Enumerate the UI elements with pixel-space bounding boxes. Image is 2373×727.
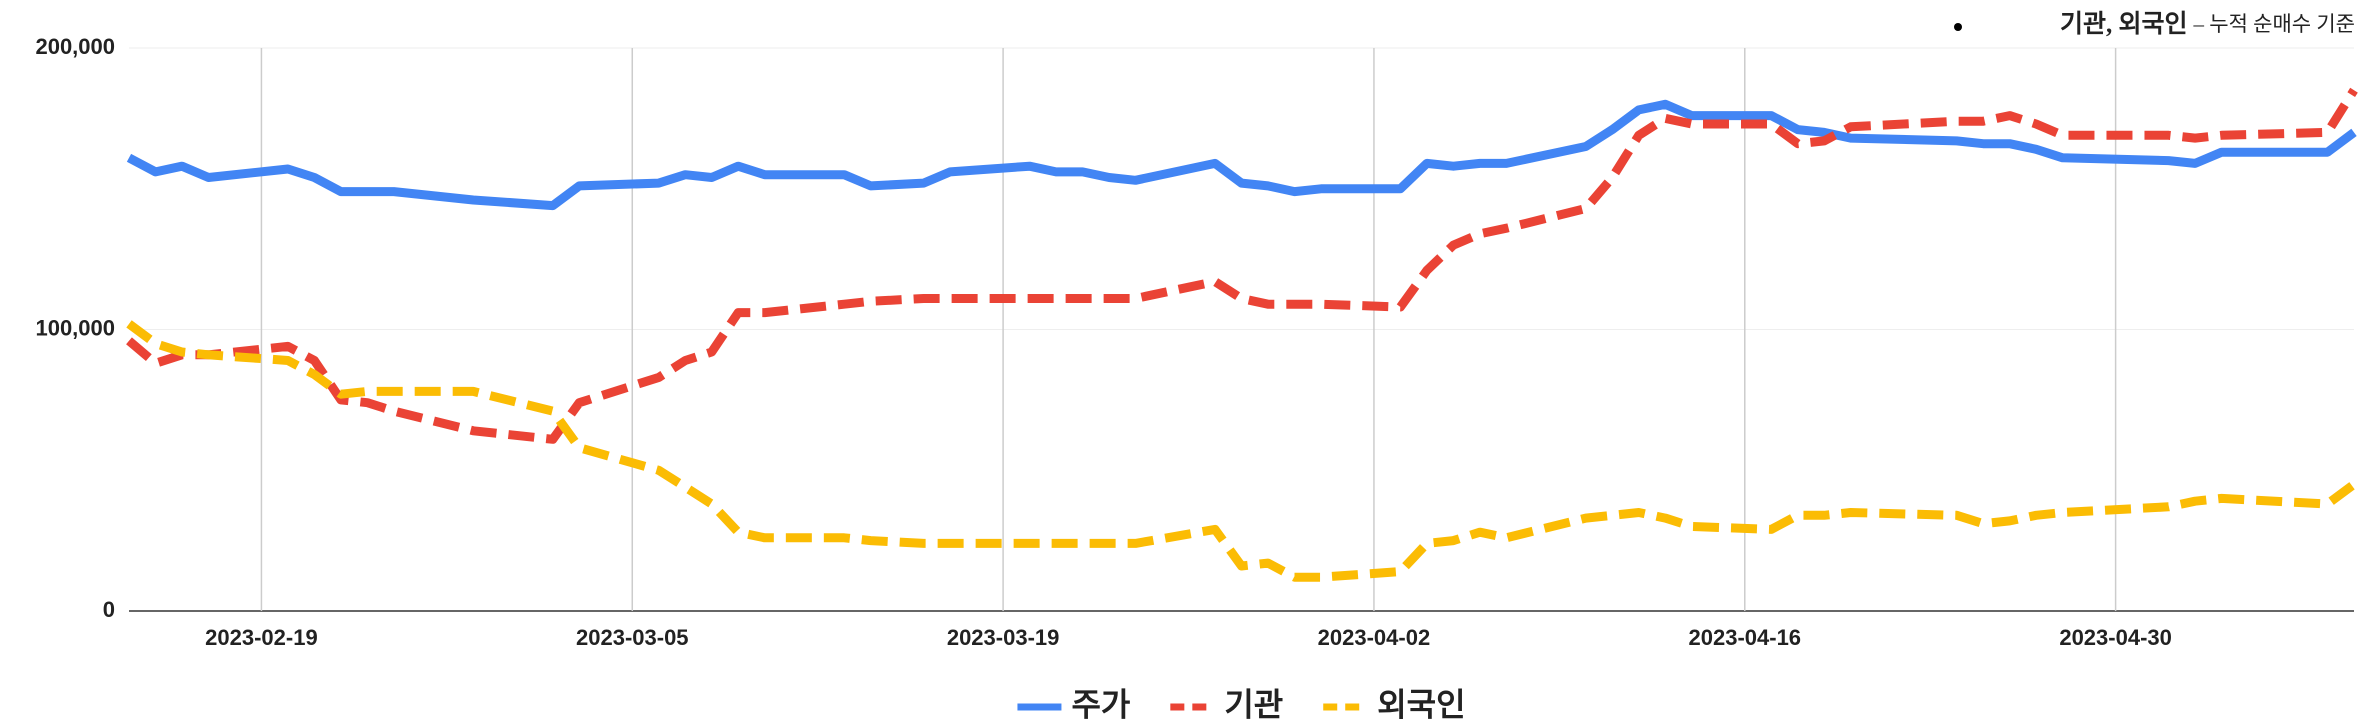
x-tick-label: 2023-04-16 bbox=[1689, 625, 1802, 650]
annotation: 기관, 외국인 – 누적 순매수 기준 bbox=[2060, 10, 2355, 38]
annotation-bold: 기관, 외국인 bbox=[2060, 10, 2188, 38]
series-line bbox=[126, 99, 2357, 211]
y-tick-label: 100,000 bbox=[35, 315, 115, 340]
legend-label: 주가 bbox=[1071, 686, 1130, 722]
series-line bbox=[126, 87, 2358, 444]
y-tick-label: 0 bbox=[103, 597, 115, 622]
annotation-text: – 누적 순매수 기준 bbox=[2193, 12, 2356, 36]
x-tick-label: 2023-04-02 bbox=[1318, 625, 1431, 650]
x-tick-label: 2023-03-19 bbox=[947, 625, 1060, 650]
y-tick-label: 200,000 bbox=[35, 34, 115, 59]
series-line bbox=[126, 320, 2357, 582]
legend: 주가 기관 외국인 bbox=[1017, 686, 1466, 722]
legend-label: 기관 bbox=[1224, 686, 1283, 722]
x-tick-label: 2023-04-30 bbox=[2059, 625, 2172, 650]
x-tick-label: 2023-02-19 bbox=[205, 625, 318, 650]
legend-label: 외국인 bbox=[1377, 686, 1465, 722]
bullet bbox=[1954, 23, 1962, 31]
x-tick-label: 2023-03-05 bbox=[576, 625, 689, 650]
